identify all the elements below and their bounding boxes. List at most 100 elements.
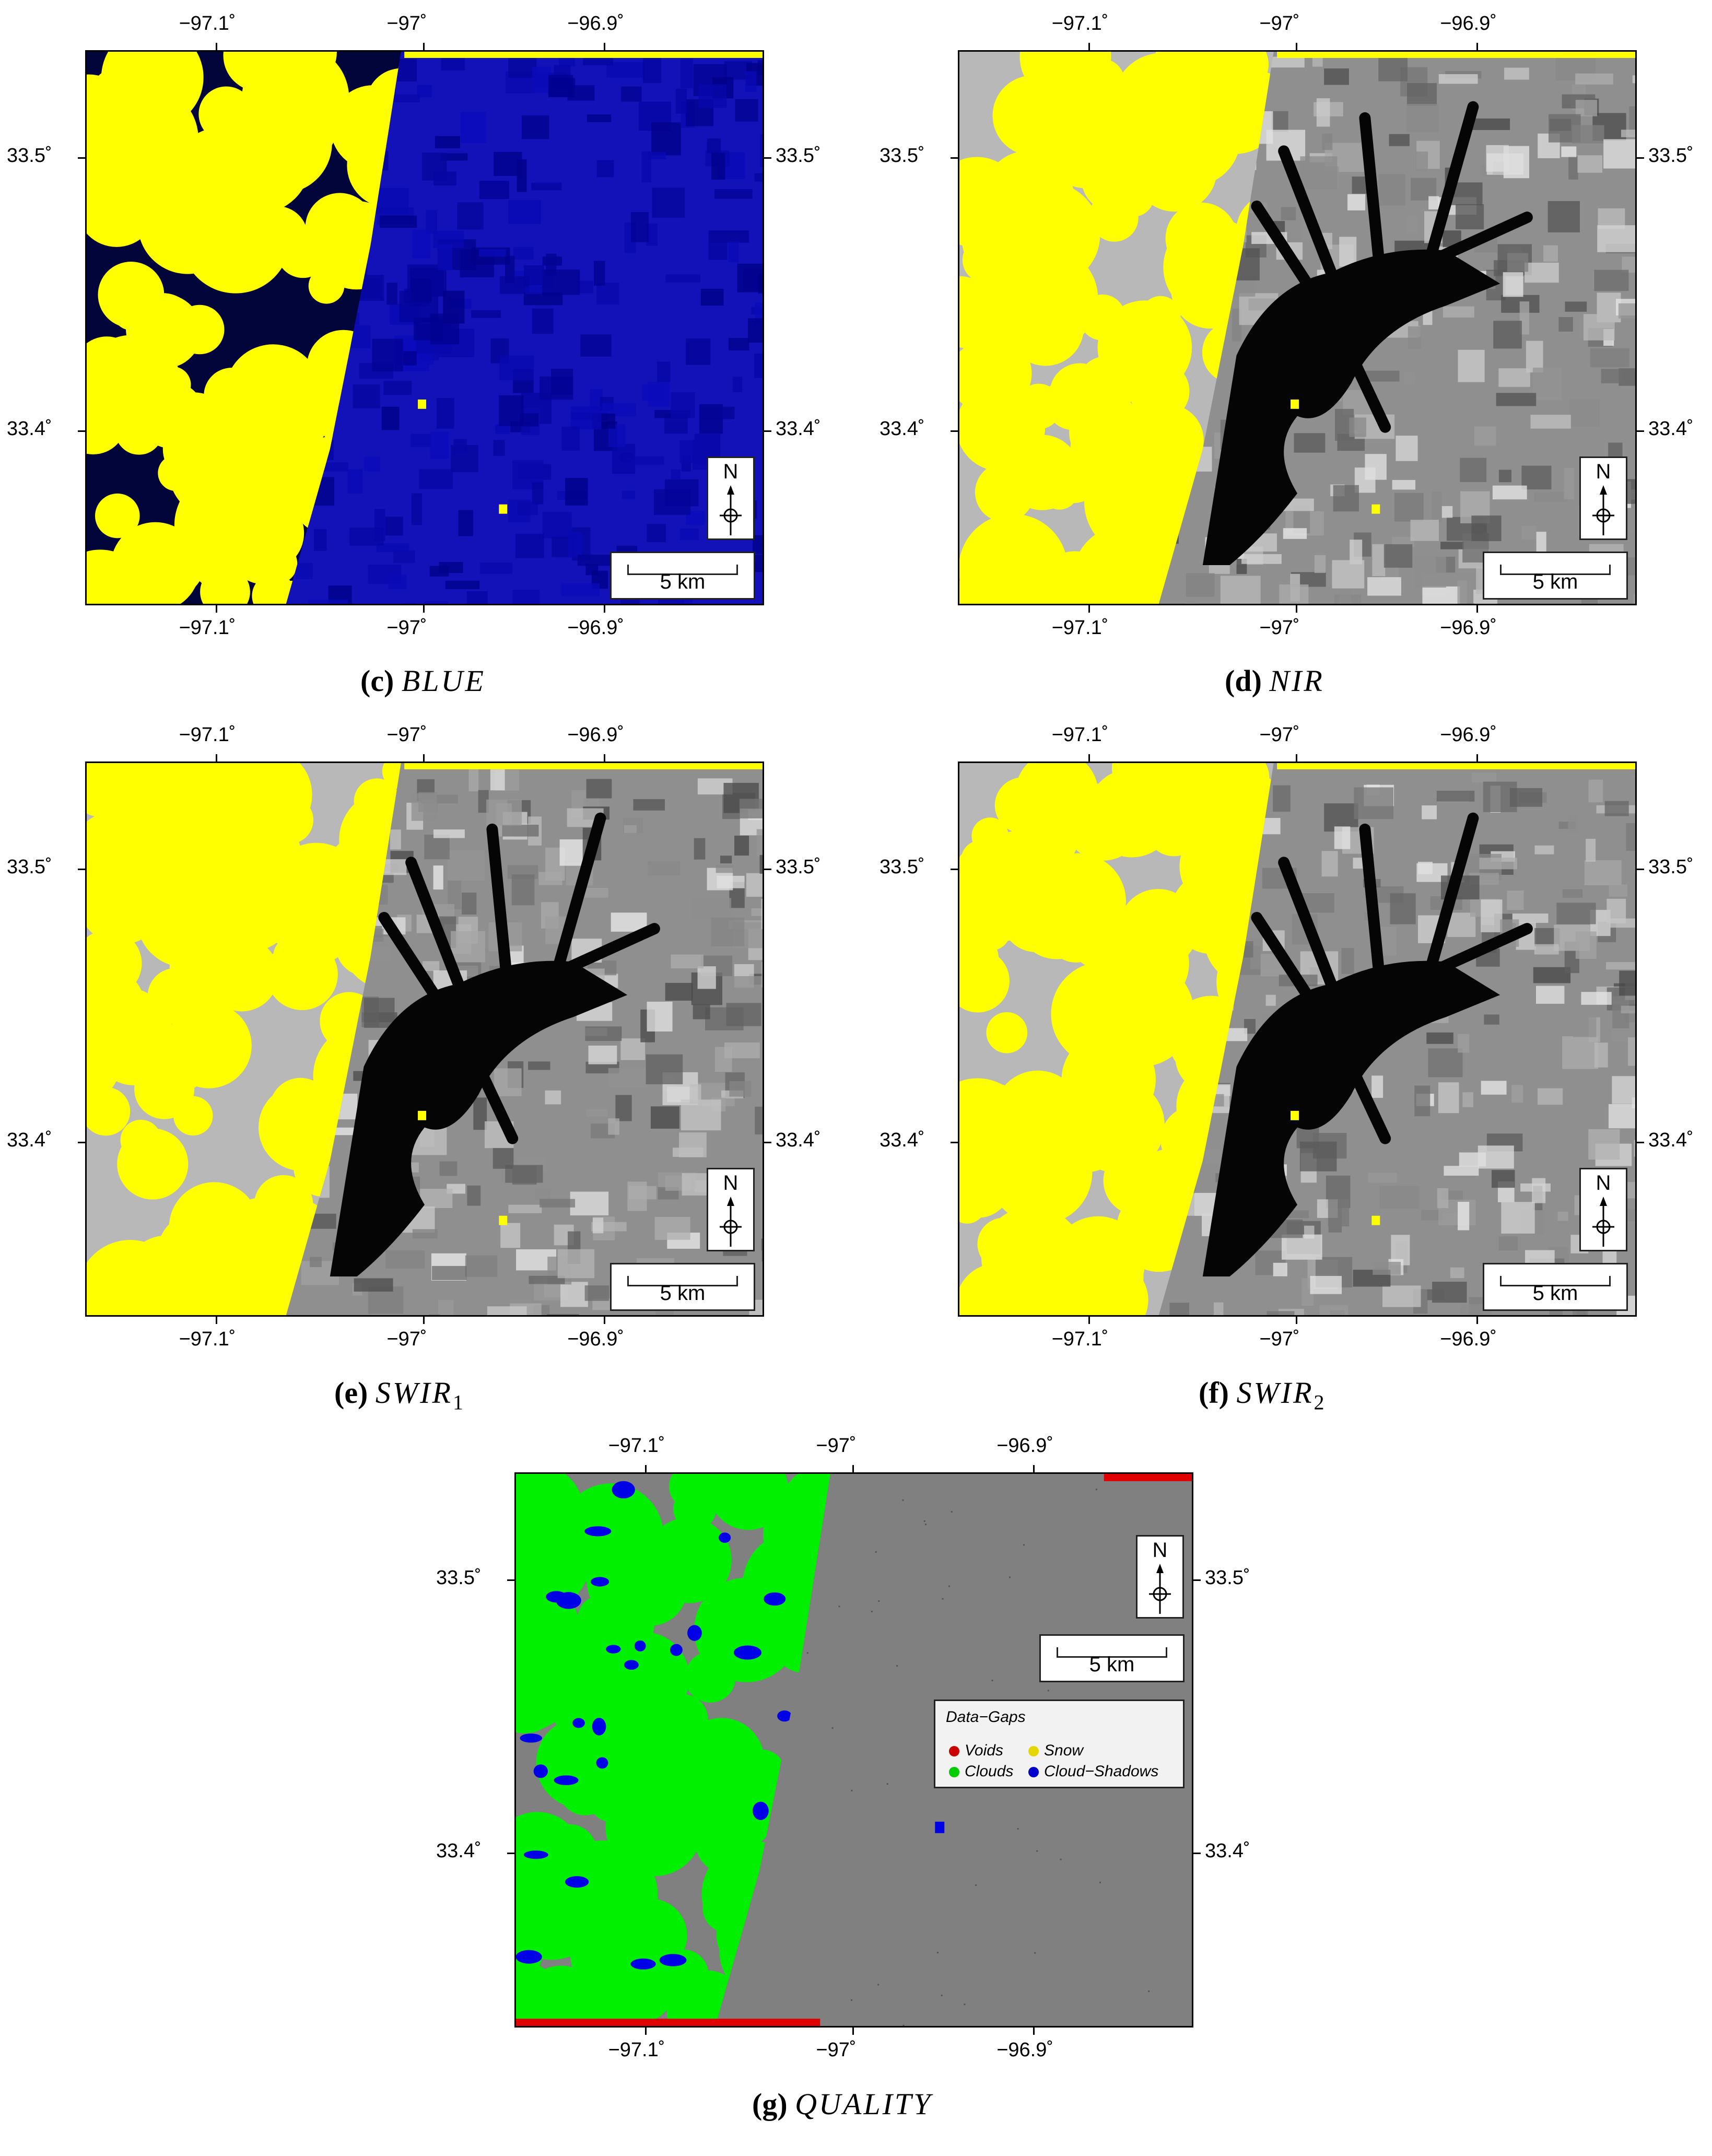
tick-mark <box>1637 869 1644 871</box>
legend-label: Snow <box>1044 1742 1084 1759</box>
tick-mark <box>852 1465 854 1472</box>
caption-letter: (f) <box>1199 1376 1229 1410</box>
lat-tick-label: 33.4˚ <box>880 1129 925 1152</box>
scale-bar-label: 5 km <box>1089 1653 1135 1676</box>
legend-item: Cloud−Shadows <box>1028 1763 1158 1780</box>
lon-tick-label: −97.1˚ <box>179 724 236 746</box>
tick-mark <box>951 430 958 432</box>
tick-mark <box>1033 2028 1035 2035</box>
lat-tick-label: 33.5˚ <box>7 856 52 878</box>
lon-tick-label: −97˚ <box>1259 1328 1300 1350</box>
tick-mark <box>1296 754 1298 761</box>
lon-tick-label: −97.1˚ <box>179 617 236 639</box>
tick-mark <box>764 430 771 432</box>
north-label: N <box>1596 460 1611 483</box>
tick-mark <box>507 1579 514 1581</box>
tick-mark <box>1088 43 1090 50</box>
tick-mark <box>78 157 85 159</box>
satellite-image <box>87 52 763 604</box>
caption-band-name: BLUE <box>401 664 486 698</box>
tick-mark <box>604 1317 606 1324</box>
tick-mark <box>951 1142 958 1144</box>
lon-tick-label: −97.1˚ <box>179 13 236 34</box>
lon-tick-label: −97.1˚ <box>179 1328 236 1350</box>
tick-mark <box>215 754 217 761</box>
lat-tick-label: 33.5˚ <box>436 1567 482 1589</box>
lon-tick-label: −97˚ <box>386 13 427 34</box>
lon-tick-label: −96.9˚ <box>1440 1328 1497 1350</box>
lon-tick-label: −97˚ <box>386 1328 427 1350</box>
scale-bar-label: 5 km <box>1532 570 1578 593</box>
lon-tick-label: −96.9˚ <box>567 13 624 34</box>
north-arrow-box: N <box>1136 1535 1184 1619</box>
caption-letter: (c) <box>360 664 394 698</box>
north-label: N <box>723 460 738 483</box>
lat-tick-label: 33.5˚ <box>880 856 925 878</box>
caption-band-subscript: 2 <box>1314 1390 1324 1414</box>
panel-caption: (d) NIR <box>1225 663 1324 698</box>
tick-mark <box>215 43 217 50</box>
tick-mark <box>764 869 771 871</box>
tick-mark <box>1296 605 1298 613</box>
tick-mark <box>1193 1579 1201 1581</box>
lat-tick-label: 33.4˚ <box>776 418 821 440</box>
tick-mark <box>423 43 425 50</box>
legend-item: Clouds <box>949 1763 1013 1780</box>
tick-mark <box>604 43 606 50</box>
lon-tick-label: −96.9˚ <box>1440 617 1497 639</box>
lat-tick-label: 33.5˚ <box>1648 145 1694 167</box>
caption-band-name: NIR <box>1269 664 1324 698</box>
lat-tick-label: 33.5˚ <box>776 145 821 167</box>
lat-tick-label: 33.4˚ <box>7 1129 52 1152</box>
lat-tick-label: 33.4˚ <box>436 1840 482 1862</box>
tick-mark <box>1296 1317 1298 1324</box>
lon-tick-label: −97˚ <box>1259 13 1300 34</box>
map-frame <box>514 1472 1193 2028</box>
tick-mark <box>1637 1142 1644 1144</box>
north-label: N <box>723 1171 738 1194</box>
lat-tick-label: 33.4˚ <box>1205 1840 1250 1862</box>
lon-tick-label: −97˚ <box>816 2039 857 2061</box>
tick-mark <box>1088 605 1090 613</box>
tick-mark <box>1193 1853 1201 1855</box>
lon-tick-label: −96.9˚ <box>1440 13 1497 34</box>
panel-caption: (c) BLUE <box>360 663 486 698</box>
tick-mark <box>78 430 85 432</box>
tick-mark <box>604 754 606 761</box>
lon-tick-label: −97˚ <box>1259 724 1300 746</box>
tick-mark <box>764 1142 771 1144</box>
tick-mark <box>951 157 958 159</box>
north-arrow-icon <box>1592 485 1614 535</box>
satellite-image <box>516 1474 1192 2026</box>
panel-caption: (g) QUALITY <box>752 2087 932 2122</box>
lon-tick-label: −97˚ <box>1259 617 1300 639</box>
lat-tick-label: 33.5˚ <box>1205 1567 1250 1589</box>
caption-band-name: SWIR <box>1236 1376 1314 1410</box>
tick-mark <box>644 2028 647 2035</box>
tick-mark <box>1637 430 1644 432</box>
tick-mark <box>1476 1317 1479 1324</box>
lon-tick-label: −96.9˚ <box>567 724 624 746</box>
scale-bar-line <box>627 1276 738 1286</box>
scale-bar: 5 km <box>610 1263 755 1311</box>
caption-band-name: SWIR <box>375 1376 453 1410</box>
satellite-image <box>959 52 1635 604</box>
map-frame <box>958 50 1637 605</box>
lat-tick-label: 33.4˚ <box>776 1129 821 1152</box>
north-arrow-icon <box>1149 1564 1171 1614</box>
lat-tick-label: 33.5˚ <box>880 145 925 167</box>
north-arrow-box: N <box>707 1168 755 1251</box>
north-label: N <box>1596 1171 1611 1194</box>
lon-tick-label: −96.9˚ <box>996 1435 1053 1457</box>
map-frame <box>958 761 1637 1317</box>
tick-mark <box>423 754 425 761</box>
tick-mark <box>1637 157 1644 159</box>
tick-mark <box>604 605 606 613</box>
lon-tick-label: −96.9˚ <box>567 617 624 639</box>
lat-tick-label: 33.5˚ <box>776 856 821 878</box>
caption-letter: (g) <box>752 2087 788 2121</box>
scale-bar-label: 5 km <box>1532 1282 1578 1305</box>
north-arrow-box: N <box>1579 1168 1627 1251</box>
legend-item: Snow <box>1028 1742 1083 1760</box>
scale-bar: 5 km <box>1483 552 1628 600</box>
